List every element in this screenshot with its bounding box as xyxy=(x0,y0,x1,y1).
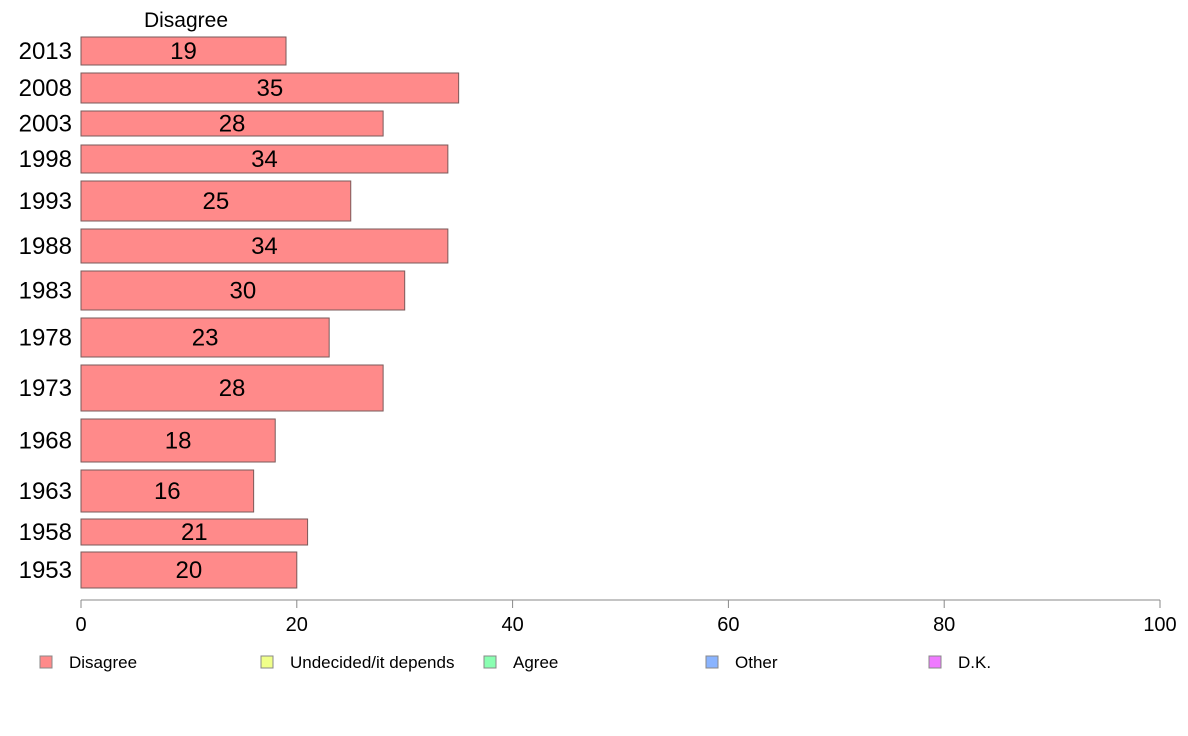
y-tick-label-2013: 2013 xyxy=(19,38,72,65)
y-tick-label-1958: 1958 xyxy=(19,519,72,546)
legend-swatch-3 xyxy=(705,655,719,669)
legend-label-3: Other xyxy=(735,653,778,672)
bar-1968 xyxy=(80,418,276,463)
bar-1978 xyxy=(80,317,330,358)
column-header: Disagree xyxy=(144,9,228,32)
data-label-2003: 28 xyxy=(219,111,246,138)
legend-swatch-0 xyxy=(39,655,53,669)
legend-label-1: Undecided/it depends xyxy=(290,653,454,672)
data-label-1958: 21 xyxy=(181,519,208,546)
data-label-1973: 28 xyxy=(219,375,246,402)
bar-1973 xyxy=(80,364,384,412)
data-label-1968: 18 xyxy=(165,428,192,455)
x-tick-label-20: 20 xyxy=(286,614,308,636)
legend-label-2: Agree xyxy=(513,653,558,672)
legend-swatch-4 xyxy=(928,655,942,669)
bar-1983 xyxy=(80,270,406,311)
legend-label-0: Disagree xyxy=(69,653,137,672)
bar-2013 xyxy=(80,36,287,66)
legend-swatch-2 xyxy=(483,655,497,669)
bar-1963 xyxy=(80,469,255,513)
y-tick-label-1968: 1968 xyxy=(19,428,72,455)
x-tick-label-0: 0 xyxy=(75,614,86,636)
y-tick-label-1963: 1963 xyxy=(19,478,72,505)
data-label-1983: 30 xyxy=(229,278,256,305)
data-label-1993: 25 xyxy=(203,188,230,215)
bar-1998 xyxy=(80,144,449,174)
y-tick-label-1988: 1988 xyxy=(19,233,72,260)
bar-1953 xyxy=(80,551,298,589)
x-tick-label-40: 40 xyxy=(501,614,523,636)
legend-swatch-1 xyxy=(260,655,274,669)
legend: Disagree Undecided/it depends Agree Other D.… xyxy=(39,653,991,672)
y-tick-label-2008: 2008 xyxy=(19,75,72,102)
bar-1993 xyxy=(80,180,352,222)
data-label-2008: 35 xyxy=(256,75,283,102)
x-tick-label-100: 100 xyxy=(1143,614,1176,636)
legend-label-4: D.K. xyxy=(958,653,991,672)
x-tick-label-80: 80 xyxy=(933,614,955,636)
bars-group: 2013 19 2008 35 2003 28 1998 34 1993 25 1988 34 1983… xyxy=(19,36,460,589)
y-tick-label-1983: 1983 xyxy=(19,278,72,305)
bar-1988 xyxy=(80,228,449,264)
y-tick-label-1973: 1973 xyxy=(19,375,72,402)
data-label-1988: 34 xyxy=(251,233,278,260)
data-label-1978: 23 xyxy=(192,325,219,352)
bar-2003 xyxy=(80,110,384,137)
y-tick-label-1998: 1998 xyxy=(19,146,72,173)
x-axis: 0 20 40 60 80 100 xyxy=(75,599,1177,636)
data-label-2013: 19 xyxy=(170,38,197,65)
bar-1958 xyxy=(80,518,309,546)
y-tick-label-1978: 1978 xyxy=(19,325,72,352)
y-tick-label-1953: 1953 xyxy=(19,557,72,584)
data-label-1998: 34 xyxy=(251,146,278,173)
y-tick-label-2003: 2003 xyxy=(19,111,72,138)
x-tick-label-60: 60 xyxy=(717,614,739,636)
y-tick-label-1993: 1993 xyxy=(19,188,72,215)
data-label-1953: 20 xyxy=(176,557,203,584)
bar-2008 xyxy=(80,72,460,104)
data-label-1963: 16 xyxy=(154,478,181,505)
